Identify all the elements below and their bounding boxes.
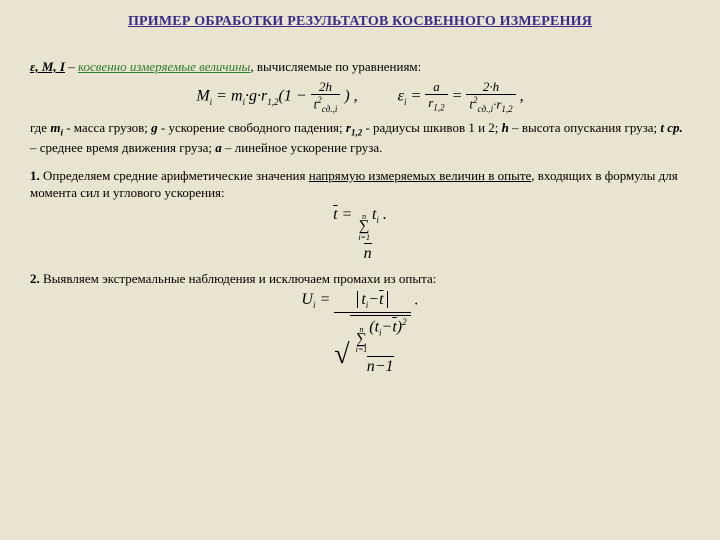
where-line: где mi - масса грузов; g - ускорение сво… bbox=[30, 119, 690, 156]
mean-formula: t = n∑i=1tin . bbox=[30, 206, 690, 262]
variables-line: ε, M, I – косвенно измеряемые величины, … bbox=[30, 58, 690, 76]
page-title: ПРИМЕР ОБРАБОТКИ РЕЗУЛЬТАТОВ КОСВЕННОГО … bbox=[30, 14, 690, 30]
dash: – bbox=[65, 59, 78, 74]
vars-list: ε, M, I bbox=[30, 59, 65, 74]
equation-epsilon: εi = ar1,2 = 2·ht2cд.,i·r1,2 , bbox=[398, 80, 524, 114]
u-formula: Ui = ti−t √ n∑i=1(ti−t)2 n−1 . bbox=[30, 291, 690, 374]
step-2: 2. Выявляем экстремальные наблюдения и и… bbox=[30, 270, 690, 288]
indirect-phrase: косвенно измеряемые величины bbox=[78, 59, 250, 74]
equation-moment: Mi = mi·g·r1,2(1 − 2ht2cд.,i ) , bbox=[196, 80, 357, 114]
document-page: ПРИМЕР ОБРАБОТКИ РЕЗУЛЬТАТОВ КОСВЕННОГО … bbox=[0, 0, 720, 393]
vars-tail: , вычисляемые по уравнениям: bbox=[250, 59, 421, 74]
step-1: 1. Определяем средние арифметические зна… bbox=[30, 167, 690, 202]
equations-row: Mi = mi·g·r1,2(1 − 2ht2cд.,i ) , εi = ar… bbox=[30, 80, 690, 114]
